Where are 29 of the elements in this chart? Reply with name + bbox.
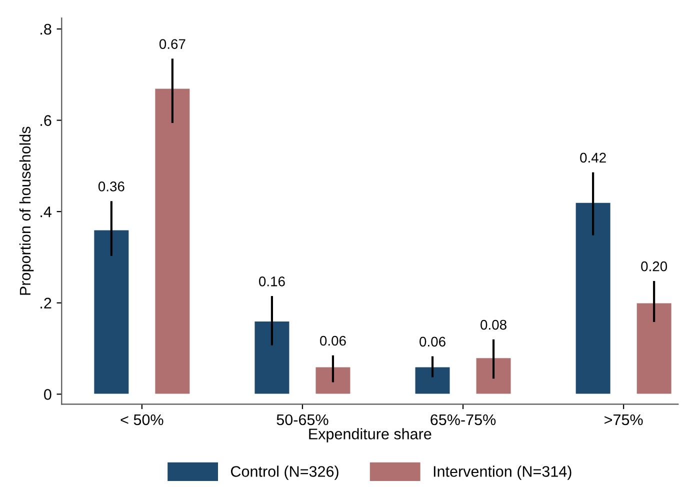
bar — [636, 302, 672, 395]
bar — [475, 357, 512, 395]
bar — [314, 366, 352, 395]
data-label: 0.16 — [258, 276, 285, 286]
bar — [574, 202, 612, 395]
y-tick-label: .2 — [40, 298, 52, 308]
x-axis-title: Expenditure share — [309, 428, 432, 442]
y-axis-title: Proportion of households — [19, 126, 34, 295]
x-tick-label: 65%-75% — [430, 414, 496, 426]
y-tick-label: .8 — [40, 24, 52, 35]
data-label: 0.06 — [320, 336, 346, 346]
bar — [254, 320, 290, 395]
y-tick-label: .6 — [40, 115, 52, 126]
data-label: 0.20 — [641, 261, 668, 272]
x-tick-label: >75% — [604, 414, 643, 426]
x-tick-label: < 50% — [120, 414, 164, 426]
y-tick-label: .4 — [40, 206, 52, 218]
data-label: 0.08 — [480, 320, 506, 330]
x-tick-label: 50-65% — [276, 414, 328, 426]
bar — [93, 229, 130, 395]
legend-label: Intervention (N=314) — [434, 466, 572, 480]
data-label: 0.36 — [98, 182, 124, 192]
data-label: 0.06 — [420, 336, 446, 347]
y-tick-label: 0 — [44, 389, 52, 400]
bar — [154, 88, 191, 395]
bar — [414, 366, 451, 395]
legend-label: Control (N=326) — [231, 466, 338, 480]
data-label: 0.42 — [580, 152, 606, 163]
data-label: 0.67 — [159, 39, 186, 49]
